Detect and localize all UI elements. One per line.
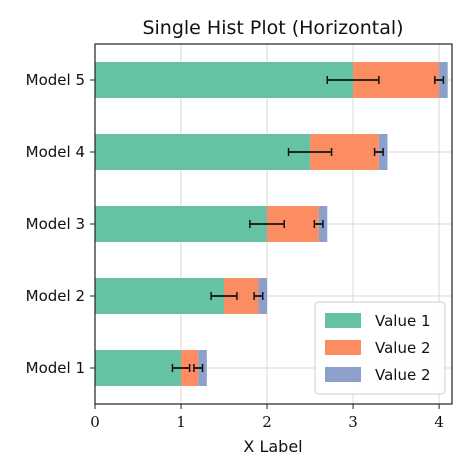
legend-swatch-3 (325, 367, 361, 382)
error-bar-series1-model-2 (210, 292, 238, 300)
bar-series1-model-3 (95, 206, 268, 242)
legend-label-1: Value 1 (375, 312, 431, 330)
legend-label-2: Value 2 (375, 339, 431, 357)
y-tick-label-model-2: Model 2 (26, 287, 85, 305)
legend-label-3: Value 2 (375, 366, 431, 384)
x-axis-ticks: 0 1 2 3 4 (90, 404, 444, 431)
bars (95, 62, 448, 386)
y-axis-ticks: Model 1 Model 2 Model 3 Model 4 Model 5 (26, 71, 95, 377)
error-bar-series1-model-3 (249, 220, 286, 228)
y-tick-label-model-3: Model 3 (26, 215, 85, 233)
error-bar-series2-model-2 (253, 292, 264, 300)
error-bar-series2-model-1 (193, 364, 204, 372)
y-tick-label-model-1: Model 1 (26, 359, 85, 377)
legend: Value 1 Value 2 Value 2 (314, 301, 446, 395)
y-tick-label-model-5: Model 5 (26, 71, 85, 89)
x-tick-label-1: 1 (176, 413, 186, 431)
error-bar-series1-model-4 (287, 148, 333, 156)
error-bars (171, 76, 445, 372)
error-bar-series2-model-3 (313, 220, 324, 228)
error-bar-series2-model-4 (373, 148, 384, 156)
legend-swatch-1 (325, 313, 361, 328)
error-bar-series1-model-1 (171, 364, 191, 372)
x-axis-label: X Label (243, 437, 302, 456)
bar-series1-model-1 (95, 350, 182, 386)
error-bar-series1-model-5 (326, 76, 380, 84)
legend-swatch-2 (325, 340, 361, 355)
x-tick-label-3: 3 (348, 413, 358, 431)
bar-series1-model-4 (95, 134, 311, 170)
x-tick-label-4: 4 (434, 413, 444, 431)
bar-series1-model-2 (95, 278, 225, 314)
chart-title: Single Hist Plot (Horizontal) (142, 17, 403, 39)
bar-series1-model-5 (95, 62, 354, 98)
y-tick-label-model-4: Model 4 (26, 143, 85, 161)
error-bar-series2-model-5 (434, 76, 445, 84)
x-tick-label-2: 2 (262, 413, 272, 431)
x-tick-label-0: 0 (90, 413, 100, 431)
